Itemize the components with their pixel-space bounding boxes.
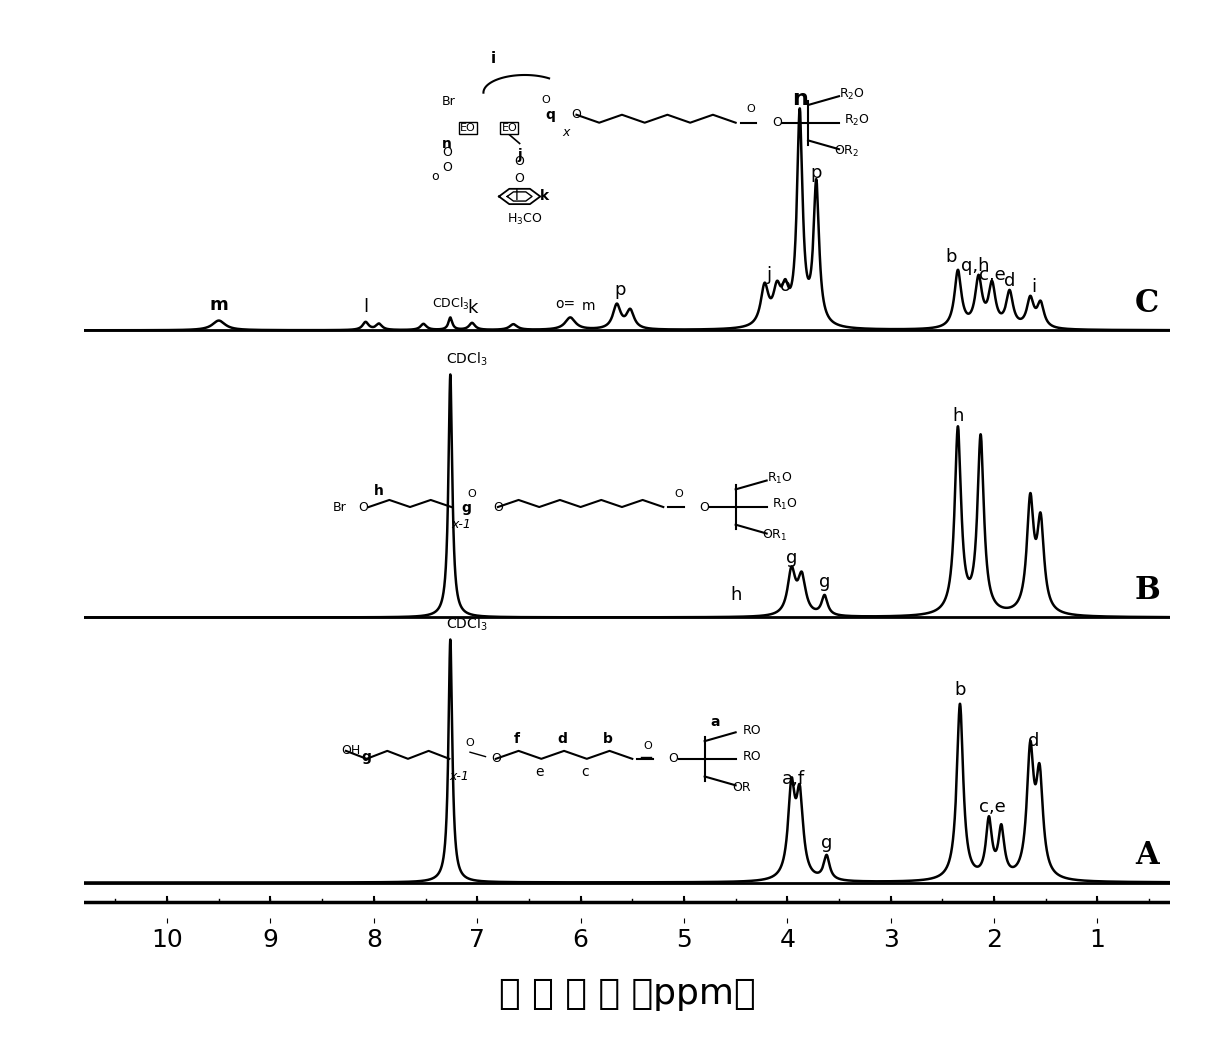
Text: e: e [535,766,544,780]
Text: O: O [515,155,525,168]
Text: g: g [819,573,830,591]
Text: h: h [953,407,964,425]
Text: CDCl$_3$: CDCl$_3$ [446,615,487,633]
Text: EO: EO [459,123,476,133]
Text: i: i [1031,277,1036,295]
Text: a,f: a,f [781,769,806,787]
Text: d: d [1003,272,1015,290]
Text: g: g [362,750,371,764]
Text: O: O [468,490,476,499]
Text: R$_1$O: R$_1$O [767,471,792,486]
Text: m: m [582,299,596,312]
Text: O: O [358,500,368,514]
Text: O: O [515,172,525,186]
Text: h: h [374,484,384,498]
Text: x-1: x-1 [452,518,472,531]
Text: g: g [786,549,797,567]
Text: o=: o= [555,298,575,311]
Text: q,h: q,h [961,257,990,275]
Text: EO: EO [502,123,517,133]
Text: O: O [466,737,474,748]
Text: H$_3$CO: H$_3$CO [508,212,543,227]
Text: O: O [443,161,452,174]
Text: x: x [562,126,569,139]
Text: g: g [821,835,832,852]
Text: Br: Br [443,95,456,108]
Text: OR$_1$: OR$_1$ [762,529,788,543]
Text: O: O [541,95,550,106]
Text: O: O [443,146,452,159]
Text: j: j [517,148,522,161]
Text: q: q [545,108,555,121]
Text: OH: OH [341,745,361,757]
Text: p: p [614,282,626,300]
Text: R$_2$O: R$_2$O [839,87,865,101]
Text: R$_1$O: R$_1$O [772,497,797,513]
Text: c: c [581,766,589,780]
Text: b: b [954,682,966,699]
Text: RO: RO [743,750,761,763]
Text: c,e: c,e [978,799,1006,817]
Text: f: f [514,732,520,747]
Text: OR: OR [732,781,751,794]
Text: b: b [946,248,956,266]
Text: h: h [730,587,742,605]
Text: RO: RO [743,724,761,736]
Text: b: b [603,732,613,747]
X-axis label: 化 学 位 移 （ppm）: 化 学 位 移 （ppm） [499,977,755,1011]
Text: m: m [210,296,228,314]
Text: l: l [515,190,519,204]
Text: n: n [792,90,808,110]
Text: O: O [699,500,709,514]
Text: CDCl$_3$: CDCl$_3$ [432,295,469,312]
Text: O: O [493,500,503,514]
Text: O: O [747,103,755,114]
Text: CDCl$_3$: CDCl$_3$ [446,350,487,368]
Text: A: A [1135,841,1159,871]
Text: O: O [668,752,679,765]
Text: O: O [644,741,652,751]
Text: n: n [443,137,452,151]
Text: p: p [810,165,822,183]
Text: l: l [363,299,368,316]
Text: j: j [766,266,772,284]
Text: Br: Br [333,500,346,514]
Text: o: o [780,277,791,295]
Text: O: O [674,490,683,499]
Text: C: C [1135,288,1159,320]
Text: k: k [539,190,549,204]
Text: i: i [491,51,497,66]
Text: O: O [572,109,581,121]
Text: k: k [467,299,478,318]
Text: OR$_2$: OR$_2$ [835,143,860,159]
Text: d: d [1028,732,1040,750]
Text: o: o [432,170,439,184]
Text: R$_2$O: R$_2$O [844,113,870,128]
Text: O: O [491,752,500,765]
Text: c,e: c,e [978,266,1006,284]
Text: d: d [557,732,567,747]
Text: x-1: x-1 [450,770,469,783]
Text: g: g [462,501,472,515]
Text: B: B [1134,575,1160,607]
Text: O: O [772,116,781,129]
Text: a: a [710,715,720,729]
